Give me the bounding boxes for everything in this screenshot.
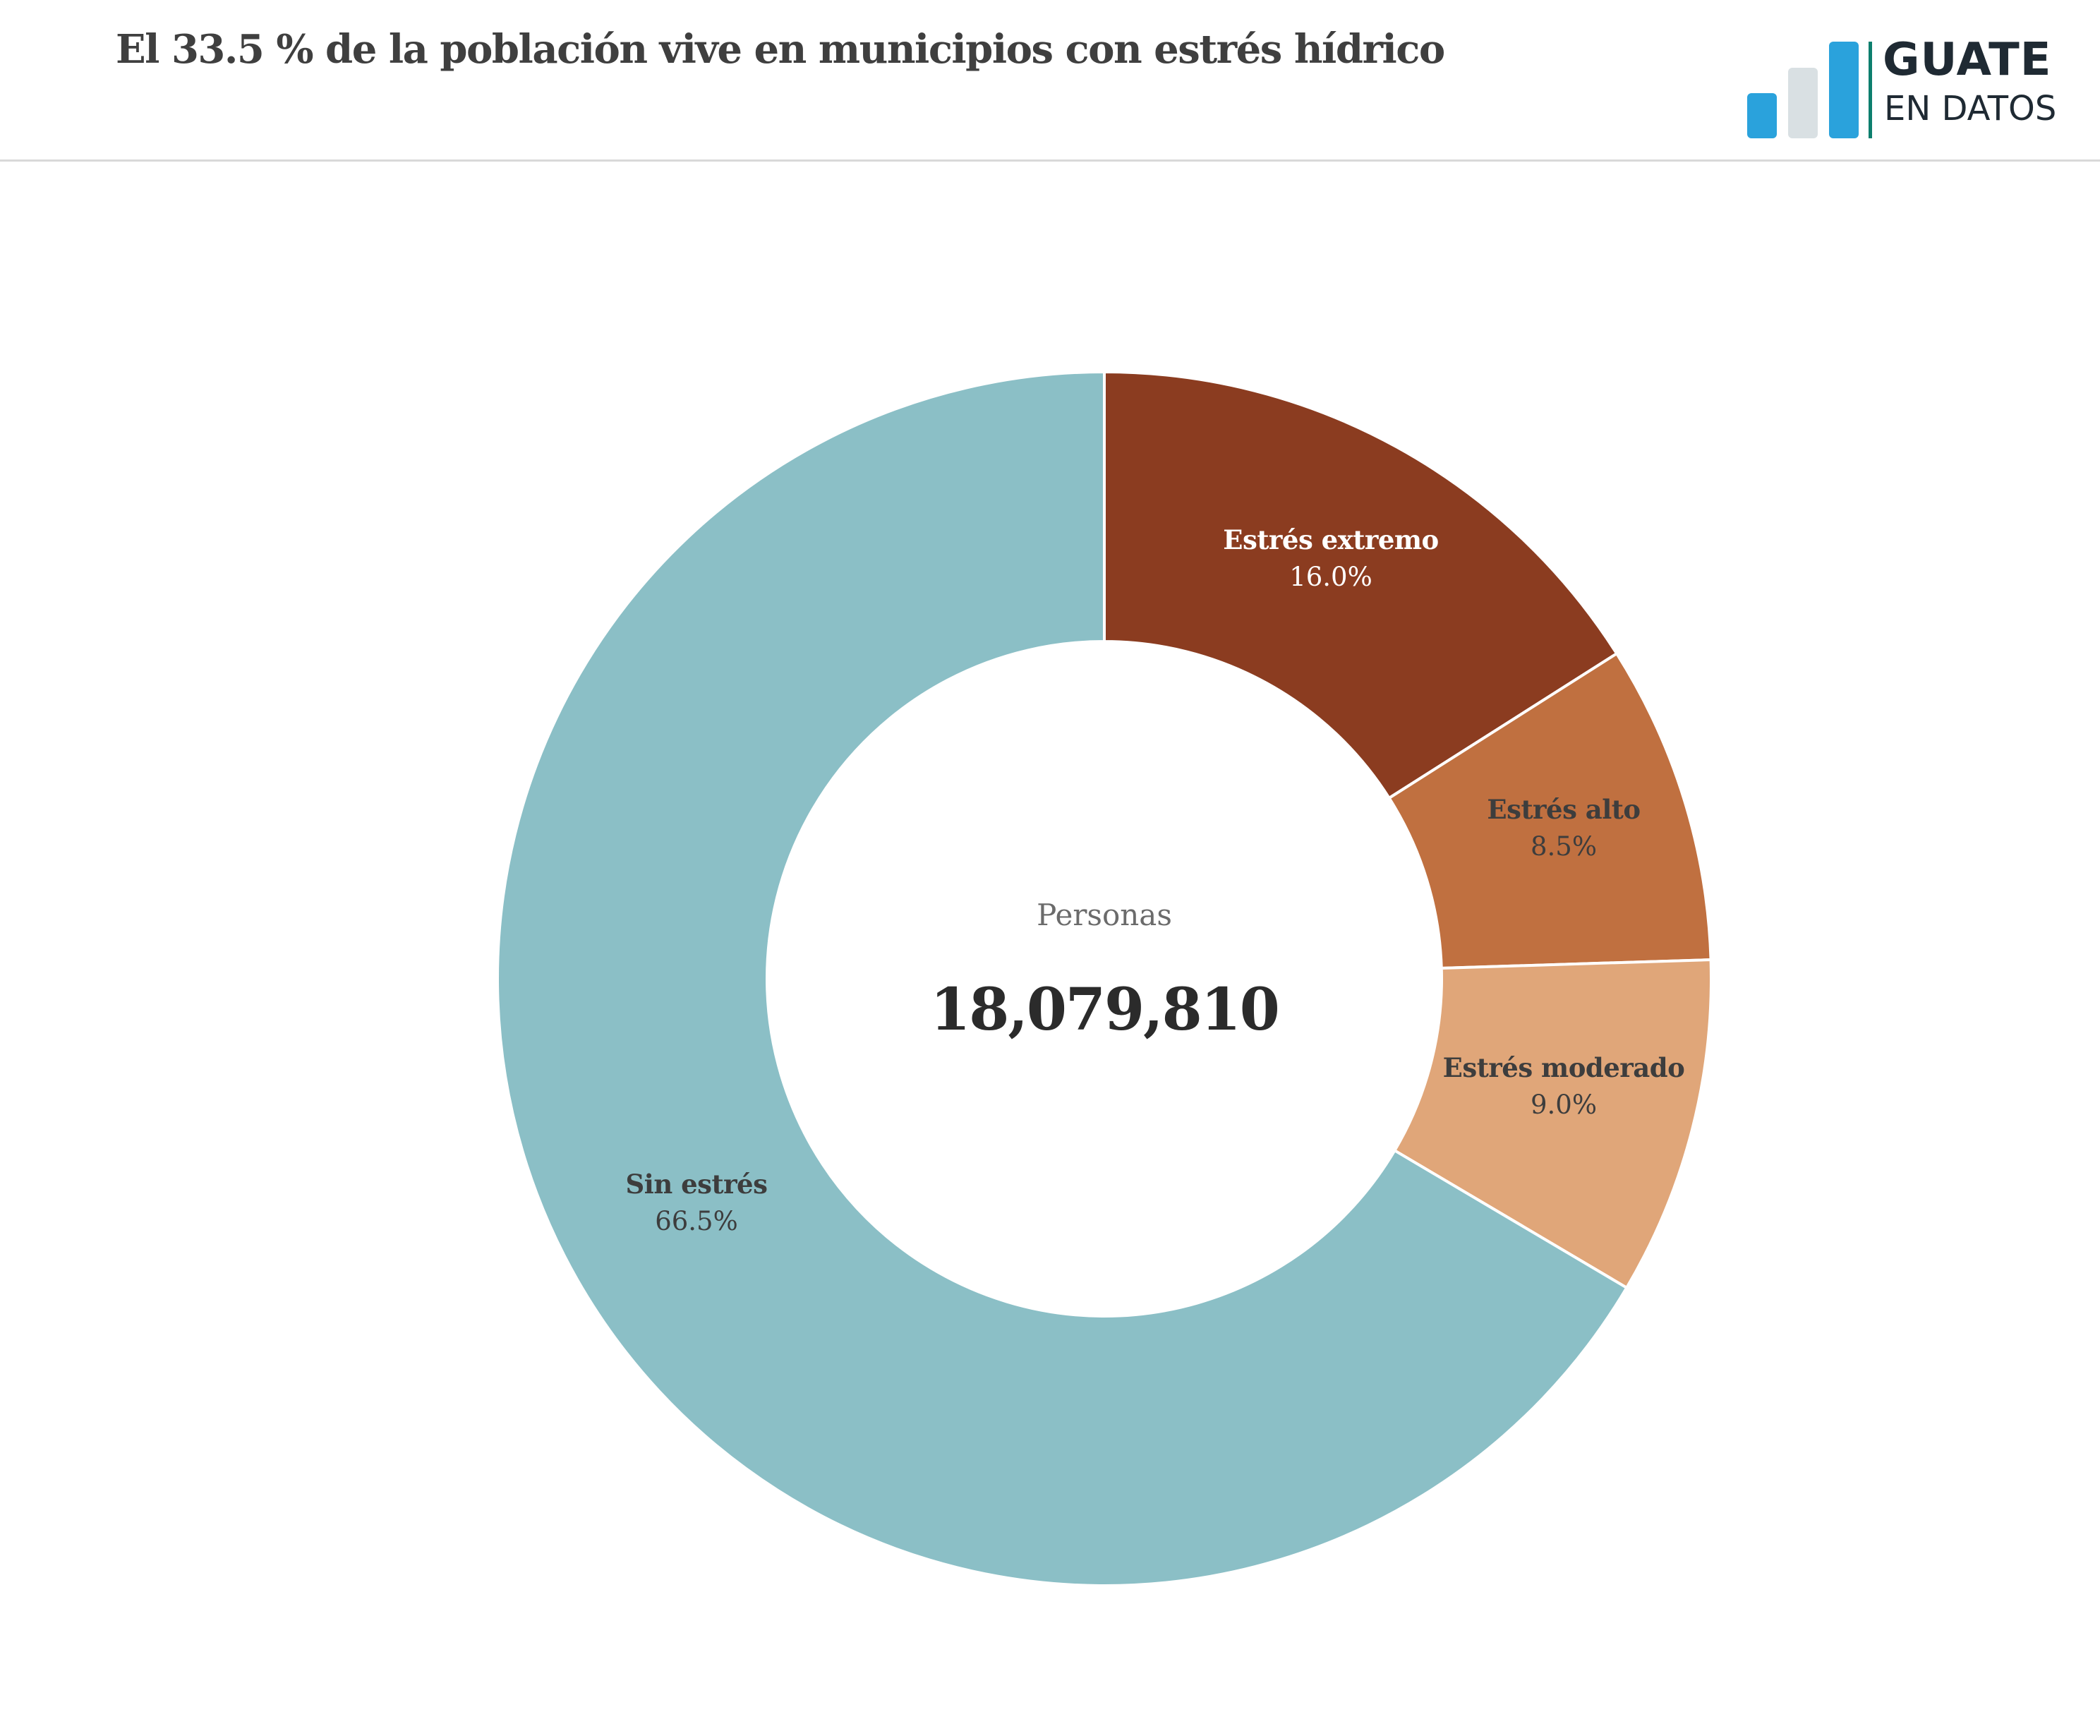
- slice-label-name: Estrés extremo: [1223, 524, 1438, 555]
- logo-divider: [1869, 42, 1872, 138]
- logo-bar-icon: [1788, 68, 1818, 138]
- donut-slice: [1103, 370, 1619, 800]
- slice-label-value: 9.0%: [1531, 1090, 1597, 1120]
- slice-label-name: Sin estrés: [626, 1169, 768, 1200]
- donut-slice: [496, 370, 1629, 1587]
- chart-title: El 33.5 % de la población vive en munici…: [116, 26, 1445, 73]
- center-value: 18,079,810: [930, 976, 1279, 1044]
- slice-label-name: Estrés moderado: [1443, 1052, 1685, 1083]
- slice-labels: Estrés extremo 16.0% Estrés alto 8.5% Estrés…: [626, 524, 1685, 1236]
- logo-text-top: GUATE: [1883, 34, 2052, 86]
- header: El 33.5 % de la población vive en munici…: [0, 0, 2100, 162]
- slice-label-value: 8.5%: [1531, 831, 1597, 862]
- logo-bar-icon: [1747, 93, 1777, 138]
- donut-slice: [1392, 958, 1713, 1290]
- logo-text-bottom: EN DATOS: [1884, 89, 2057, 128]
- slice-label-name: Estrés alto: [1487, 794, 1640, 825]
- donut-slices: [496, 370, 1713, 1587]
- slice-label-value: 66.5%: [655, 1206, 738, 1236]
- center-label: Personas: [1037, 898, 1172, 932]
- slice-label-value: 16.0%: [1289, 562, 1372, 592]
- logo-bar-icon: [1829, 42, 1859, 138]
- logo: GUATE EN DATOS: [1747, 32, 2058, 138]
